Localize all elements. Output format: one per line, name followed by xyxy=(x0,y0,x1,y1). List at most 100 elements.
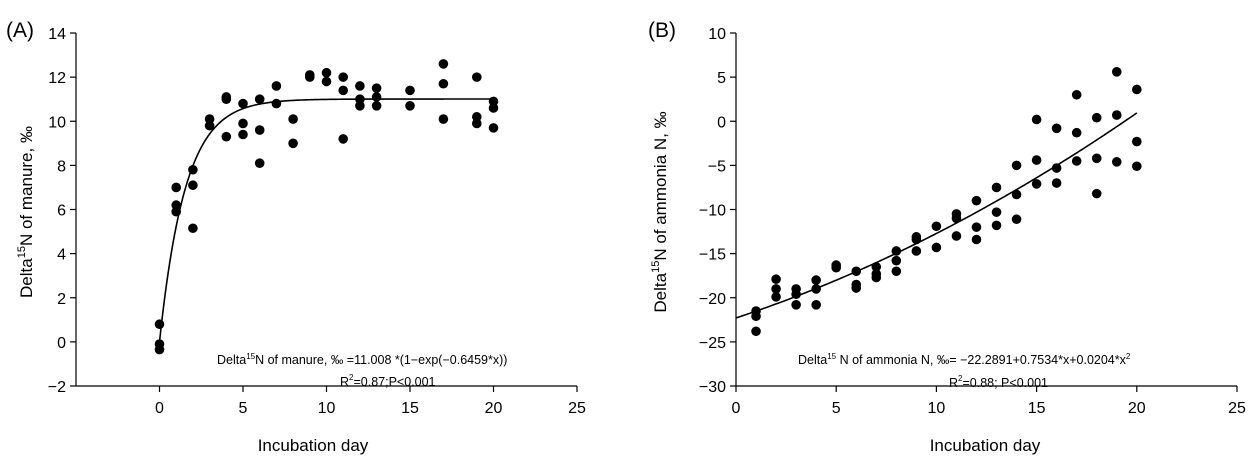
panel-b-data-point xyxy=(771,292,781,302)
panel-b-data-point xyxy=(791,300,801,310)
panel-b-data-point xyxy=(871,262,882,272)
panel-b-label: (B) xyxy=(648,19,676,42)
panel-b-y-tick-label: −30 xyxy=(699,379,726,396)
panel-a-data-point xyxy=(154,319,165,330)
panel-b-data-point xyxy=(991,220,1002,231)
panel-a-data-point xyxy=(288,114,298,124)
panel-b-y-tick-label: −20 xyxy=(699,291,726,308)
panel-b-data-point xyxy=(971,195,982,206)
panel-b-x-tick-label: 10 xyxy=(928,400,946,417)
panel-b-data-point xyxy=(811,284,821,294)
panel-a-data-point xyxy=(355,94,365,104)
panel-b-data-point xyxy=(791,289,801,300)
panel-a-data-point xyxy=(188,223,198,234)
panel-b-data-point xyxy=(1011,214,1022,225)
panel-b-fit-equation: Delta15 N of ammonia N, ‰= −22.2891+0.75… xyxy=(798,352,1131,367)
panel-a-data-point xyxy=(355,101,365,111)
panel-a: (A) −2 0 2 4 6 8 10 12 14 0 5 10 15 20 25 Incubation d… xyxy=(6,19,586,455)
panel-b-data-point xyxy=(1111,157,1122,167)
panel-b-data-point xyxy=(1132,136,1142,147)
panel-b-fit-curve xyxy=(735,112,1138,319)
panel-b-data-point xyxy=(751,311,761,322)
panel-b-data-point xyxy=(991,182,1002,193)
panel-b-data-point xyxy=(1031,179,1042,189)
panel-b-y-tick-label: −15 xyxy=(699,247,726,264)
panel-b-data-point xyxy=(931,242,942,253)
panel-a-data-point xyxy=(238,118,248,129)
panel-b-data-point xyxy=(911,246,922,256)
panel-a-data-point xyxy=(254,125,265,135)
panel-b-data-point xyxy=(1132,84,1142,95)
panel-a-data-point xyxy=(171,182,181,193)
panel-a-data-point xyxy=(221,131,232,142)
panel-b-data-point xyxy=(971,234,982,245)
panel-a-label: (A) xyxy=(6,19,34,42)
panel-a-data-point xyxy=(371,101,382,111)
panel-b-y-tick-label: 0 xyxy=(717,114,726,131)
panel-b-y-tick-label: −25 xyxy=(699,335,726,352)
panel-a-plot: −2 0 2 4 6 8 10 12 14 0 5 10 15 20 25 xyxy=(48,26,586,417)
panel-b-data-point xyxy=(1051,163,1062,173)
panel-a-data-point xyxy=(488,123,499,133)
panel-b-data-point xyxy=(851,266,862,277)
panel-a-y-tick-label: 0 xyxy=(57,335,66,352)
panel-b-y-tick-label: 10 xyxy=(708,26,726,43)
panel-a-y-tick-label: 6 xyxy=(57,203,66,220)
panel-a-y-tick-label: 2 xyxy=(57,291,66,308)
panel-b-x-tick-label: 25 xyxy=(1228,400,1246,417)
panel-b-data-point xyxy=(1132,161,1142,172)
panel-b-y-tick-label: −5 xyxy=(708,158,726,175)
panel-b-x-tick-label: 0 xyxy=(732,400,741,417)
panel-a-data-point xyxy=(254,158,265,168)
panel-a-y-tick-label: 8 xyxy=(57,158,66,175)
panel-b-plot: −30 −25 −20 −15 −10 −5 0 5 10 0 5 10 15 20 25 xyxy=(699,26,1246,417)
panel-a-data-point xyxy=(204,120,215,131)
panel-a-x-tick-label: 0 xyxy=(155,400,164,417)
panel-b-y-tick-label: −10 xyxy=(699,203,726,220)
panel-a-data-point xyxy=(371,83,382,93)
panel-a-y-tick-label: 4 xyxy=(57,247,66,264)
panel-a-data-point xyxy=(355,81,365,91)
panel-b-data-point xyxy=(811,275,821,285)
panel-b-fit-stats: R2=0.88; P<0.001 xyxy=(949,374,1048,390)
panel-b-data-point xyxy=(951,231,962,241)
panel-a-data-point xyxy=(338,85,349,96)
panel-b: (B) −30 −25 −20 −15 −10 −5 0 5 10 0 5 10 15 20 25 Incu… xyxy=(648,19,1246,455)
panel-a-data-point xyxy=(154,344,165,355)
panel-a-fit-stats: R2=0.87;P<0.001 xyxy=(340,373,436,389)
panel-b-x-tick-label: 20 xyxy=(1128,400,1146,417)
panel-b-data-point xyxy=(811,300,821,310)
panel-a-x-tick-label: 10 xyxy=(318,400,336,417)
panel-a-data-point xyxy=(188,180,198,191)
panel-a-data-point xyxy=(271,98,282,109)
panel-a-data-point xyxy=(472,118,482,129)
panel-a-x-tick-label: 25 xyxy=(568,400,586,417)
panel-b-data-point xyxy=(1071,156,1082,166)
panel-b-data-point xyxy=(911,234,922,245)
panel-a-data-point xyxy=(305,72,315,82)
panel-a-y-tick-label: 12 xyxy=(48,70,66,87)
panel-a-data-point xyxy=(438,114,449,124)
panel-b-data-point xyxy=(891,246,902,256)
panel-b-data-point xyxy=(771,284,781,294)
panel-a-data-point xyxy=(338,72,349,82)
panel-a-data-point xyxy=(288,138,298,149)
panel-b-data-point xyxy=(1111,110,1122,120)
panel-b-x-tick-label: 5 xyxy=(832,400,841,417)
panel-a-x-tick-label: 15 xyxy=(401,400,419,417)
panel-a-data-point xyxy=(188,164,198,175)
panel-b-data-point xyxy=(891,255,902,266)
panel-b-data-point xyxy=(871,272,882,283)
panel-a-data-point xyxy=(371,92,382,102)
panel-b-data-point xyxy=(991,207,1002,217)
panel-a-data-point xyxy=(338,134,349,144)
panel-a-data-point xyxy=(405,85,415,96)
panel-a-data-point xyxy=(438,78,449,89)
panel-a-fit-equation: Delta15N of manure, ‰ =11.008 *(1−exp(−0… xyxy=(217,352,507,367)
panel-b-data-point xyxy=(1011,189,1022,200)
panel-a-y-axis-title: Delta15N of manure, ‰ xyxy=(16,126,36,298)
panel-a-x-axis-title: Incubation day xyxy=(258,436,369,455)
panel-a-data-point xyxy=(438,59,449,69)
panel-a-data-point xyxy=(238,129,248,140)
panel-b-data-point xyxy=(931,221,942,232)
